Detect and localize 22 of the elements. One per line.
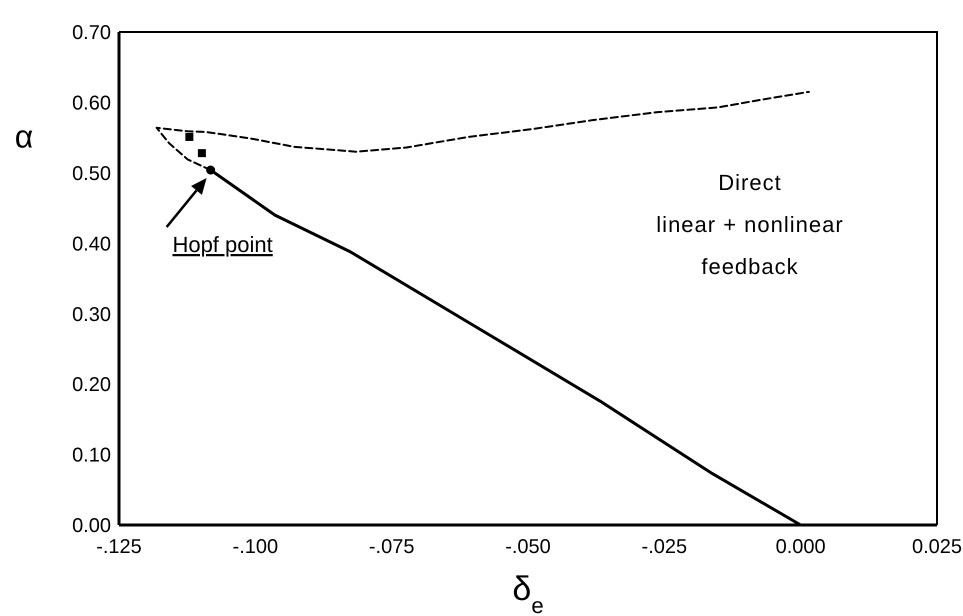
y-tick-label: 0.20 (72, 374, 111, 396)
annotation: Direct linear + nonlinear feedback (656, 170, 844, 279)
point (185, 132, 194, 141)
y-tick-label: 0.00 (72, 515, 111, 538)
y-tick-label: 0.40 (72, 233, 111, 256)
y-tick-label: 0.30 (72, 304, 111, 326)
x-tick-label: 0.025 (912, 536, 962, 558)
y-tick-label: 0.50 (72, 162, 111, 185)
x-tick-label: -.050 (505, 536, 551, 558)
x-axis-title: δ$_{e}$ (512, 570, 544, 616)
y-tick-label: 0.60 (72, 92, 111, 115)
x-tick-label: -.125 (96, 536, 142, 558)
point (206, 166, 216, 175)
x-tick-label: -.100 (232, 536, 278, 558)
annotation: Hopf point (172, 232, 273, 258)
x-tick-label: -.075 (368, 536, 414, 558)
y-tick-label: 0.10 (72, 444, 111, 467)
y-axis-title: α (14, 118, 34, 155)
x-tick-label: 0.000 (776, 536, 826, 558)
point (198, 149, 206, 158)
y-tick-label: 0.70 (72, 22, 111, 44)
x-tick-label: -.025 (642, 536, 688, 558)
